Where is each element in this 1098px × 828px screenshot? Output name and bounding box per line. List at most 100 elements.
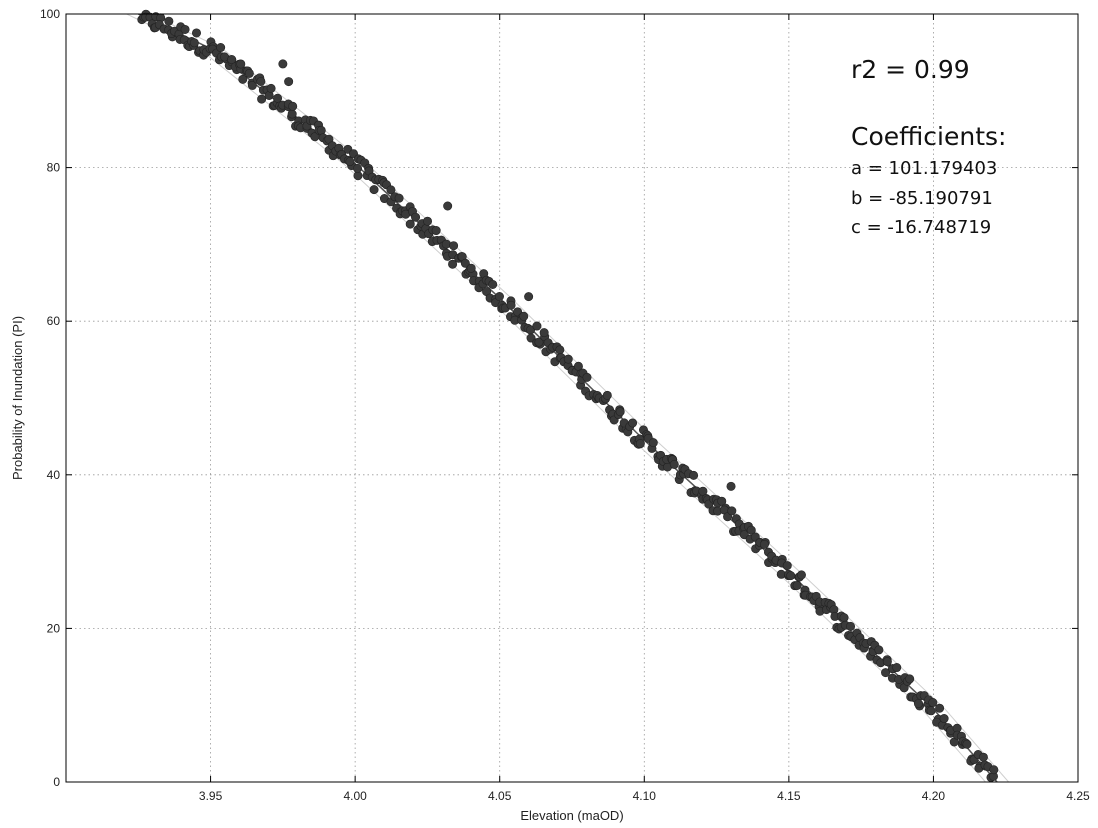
data-point <box>582 372 592 382</box>
data-point <box>180 24 190 34</box>
data-point <box>796 570 806 580</box>
data-point-outlier <box>284 77 294 87</box>
y-tick-label: 80 <box>47 161 61 175</box>
data-point <box>256 76 266 86</box>
data-point <box>846 621 856 631</box>
data-point <box>488 279 498 289</box>
data-point <box>441 239 451 249</box>
data-point <box>563 354 573 364</box>
data-point <box>244 68 254 78</box>
data-point <box>506 300 516 310</box>
data-point <box>394 193 404 203</box>
y-tick-label: 20 <box>47 621 61 635</box>
fit-annotation: r2 = 0.99 Coefficients: a = 101.179403 b… <box>851 55 1006 238</box>
data-point <box>494 292 504 302</box>
data-point <box>635 439 645 449</box>
data-point <box>746 525 756 535</box>
data-point-outlier <box>278 59 288 69</box>
data-point <box>405 219 415 229</box>
data-point <box>460 258 470 268</box>
data-point <box>874 645 884 655</box>
coefficient-c: c = -16.748719 <box>851 217 991 238</box>
data-point <box>236 59 246 69</box>
x-tick-label: 4.05 <box>488 789 512 803</box>
y-tick-label: 100 <box>40 7 60 21</box>
data-point <box>839 613 849 623</box>
data-point-outlier <box>726 481 736 491</box>
data-point-outlier <box>443 201 453 211</box>
data-point <box>698 486 708 496</box>
x-axis-label: Elevation (maOD) <box>520 808 623 823</box>
data-point <box>905 674 915 684</box>
data-point <box>386 185 396 195</box>
data-point <box>238 74 248 84</box>
axis-ticks: 3.95 4.00 4.05 4.10 4.15 4.20 4.25 0 20 40 60 80 100 <box>40 7 1090 803</box>
data-point <box>939 714 949 724</box>
data-point <box>369 185 379 195</box>
data-point <box>555 345 565 355</box>
data-point <box>928 698 938 708</box>
data-point <box>449 241 459 251</box>
data-point-outlier <box>524 292 534 302</box>
data-point <box>602 390 612 400</box>
data-point <box>191 28 201 38</box>
x-tick-label: 4.25 <box>1066 789 1090 803</box>
plot-frame <box>65 13 1079 783</box>
x-tick-label: 4.15 <box>777 789 801 803</box>
data-point <box>881 668 891 678</box>
data-point <box>519 311 529 321</box>
data-point <box>353 163 363 173</box>
data-point <box>287 109 297 119</box>
grid-lines <box>66 14 1078 782</box>
data-points <box>137 9 999 782</box>
data-point <box>648 438 658 448</box>
data-point <box>892 663 902 673</box>
coefficients-title: Coefficients: <box>851 122 1006 151</box>
data-point <box>539 328 549 338</box>
data-point <box>792 580 802 590</box>
coefficient-a: a = 101.179403 <box>851 158 997 179</box>
data-point <box>962 739 972 749</box>
data-point <box>759 539 769 549</box>
data-point <box>247 80 257 90</box>
data-point <box>913 699 923 709</box>
data-point <box>935 703 945 713</box>
y-tick-label: 40 <box>47 468 61 482</box>
data-point <box>288 101 298 111</box>
x-tick-label: 4.20 <box>922 789 946 803</box>
data-point <box>532 321 542 331</box>
data-point <box>189 38 199 48</box>
data-point <box>534 337 544 347</box>
data-point <box>422 216 432 226</box>
x-tick-label: 4.10 <box>633 789 657 803</box>
data-point <box>316 125 326 135</box>
data-point <box>216 43 226 53</box>
data-point <box>689 470 699 480</box>
data-point <box>466 263 476 273</box>
data-point <box>431 226 441 236</box>
data-point <box>669 459 679 469</box>
data-point <box>448 259 458 269</box>
y-tick-label: 60 <box>47 314 61 328</box>
data-point <box>615 407 625 417</box>
data-point <box>717 496 727 506</box>
data-point <box>628 418 638 428</box>
data-point <box>266 83 276 93</box>
r2-annotation: r2 = 0.99 <box>851 55 970 84</box>
data-point <box>978 752 988 762</box>
data-point <box>411 212 421 222</box>
data-point <box>257 94 267 104</box>
data-point <box>882 657 892 667</box>
data-point <box>227 55 237 65</box>
data-point <box>345 157 355 167</box>
data-point <box>786 571 796 581</box>
x-tick-label: 3.95 <box>199 789 223 803</box>
coefficient-b: b = -85.190791 <box>851 188 993 209</box>
data-point <box>782 561 792 571</box>
data-point <box>164 16 174 26</box>
data-point <box>926 706 936 716</box>
y-tick-label: 0 <box>53 775 60 789</box>
data-point <box>989 765 999 775</box>
